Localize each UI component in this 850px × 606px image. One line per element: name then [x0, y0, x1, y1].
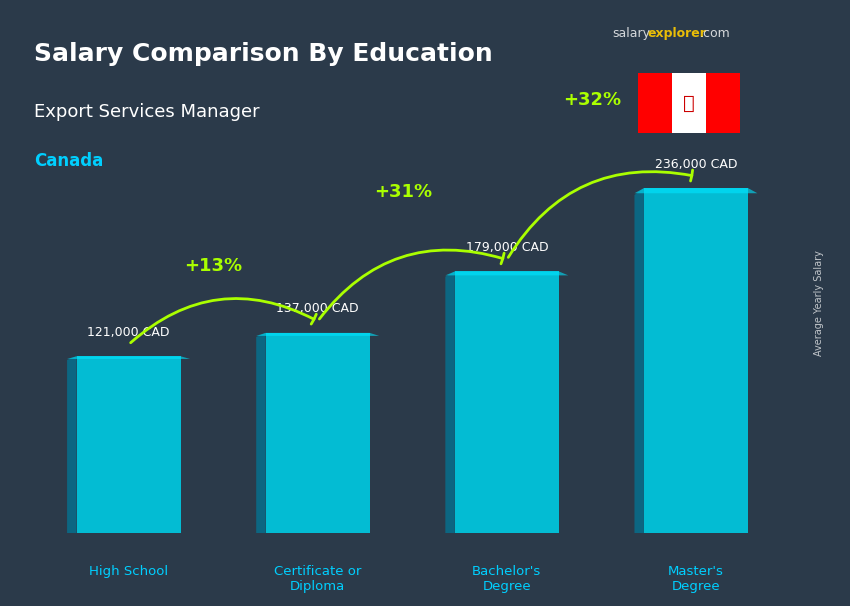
Polygon shape [634, 188, 757, 193]
Text: Bachelor's
Degree: Bachelor's Degree [473, 565, 541, 593]
Bar [266, 333, 370, 533]
Text: Average Yearly Salary: Average Yearly Salary [814, 250, 824, 356]
Text: Canada: Canada [34, 152, 103, 170]
Text: explorer: explorer [648, 27, 706, 40]
Text: +32%: +32% [563, 91, 621, 109]
Text: Master's
Degree: Master's Degree [668, 565, 724, 593]
Text: 236,000 CAD: 236,000 CAD [654, 158, 737, 170]
Text: High School: High School [89, 565, 168, 579]
Text: +13%: +13% [184, 257, 243, 275]
Polygon shape [256, 333, 266, 533]
Text: 121,000 CAD: 121,000 CAD [88, 326, 170, 339]
Polygon shape [634, 188, 644, 533]
Bar [706, 73, 740, 133]
Text: salary: salary [612, 27, 650, 40]
Polygon shape [67, 356, 190, 359]
Text: Certificate or
Diploma: Certificate or Diploma [274, 565, 361, 593]
Polygon shape [445, 271, 455, 533]
Text: .com: .com [700, 27, 730, 40]
Polygon shape [256, 333, 379, 336]
Polygon shape [445, 271, 569, 275]
Text: 137,000 CAD: 137,000 CAD [276, 302, 359, 315]
Bar [644, 188, 748, 533]
Bar [672, 73, 705, 133]
Bar [455, 271, 558, 533]
Text: 179,000 CAD: 179,000 CAD [466, 241, 548, 254]
Polygon shape [67, 356, 76, 533]
Bar [76, 356, 180, 533]
Text: Export Services Manager: Export Services Manager [34, 103, 259, 121]
Text: Salary Comparison By Education: Salary Comparison By Education [34, 42, 493, 67]
Text: +31%: +31% [374, 183, 432, 201]
Bar [638, 73, 672, 133]
Text: 🍁: 🍁 [683, 93, 694, 113]
